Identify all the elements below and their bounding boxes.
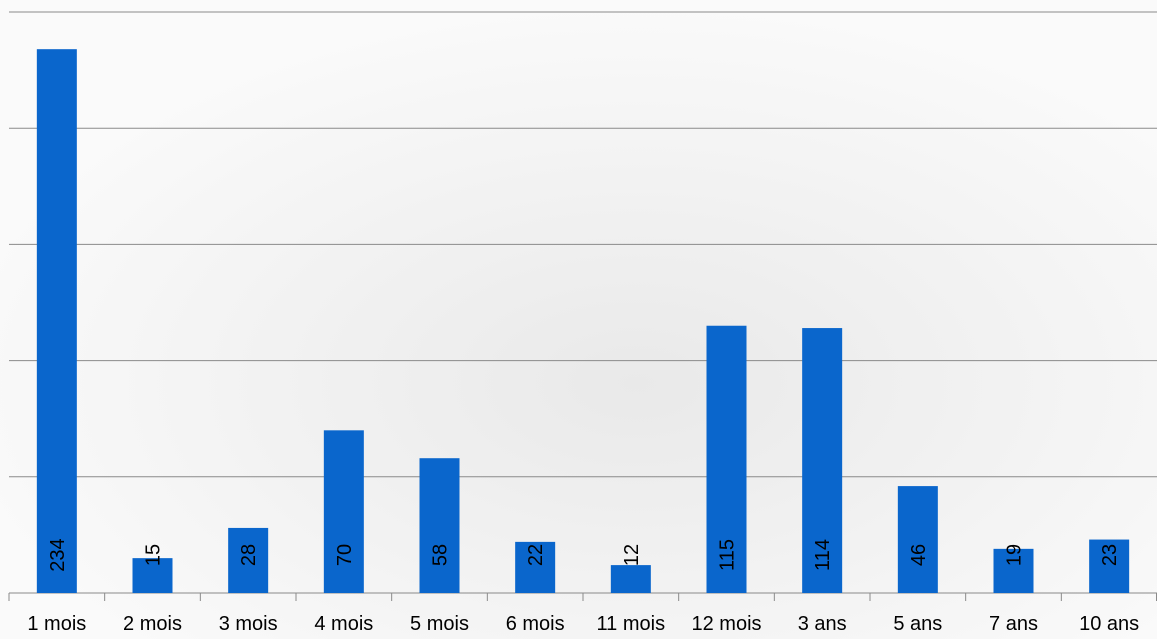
x-tick-label: 2 mois [123,613,182,635]
data-label: 46 [908,544,930,566]
bar [706,325,747,593]
data-label: 19 [1004,544,1026,566]
bar [993,548,1034,593]
x-tick-label: 5 ans [893,613,942,635]
bar [897,486,938,593]
data-label: 15 [143,544,165,566]
bar [132,558,173,593]
x-tick-label: 5 mois [410,613,469,635]
x-tick-label: 7 ans [989,613,1038,635]
bar [515,541,556,593]
bar [419,458,460,593]
bar [36,49,77,593]
x-tick-label: 1 mois [27,613,86,635]
bar [1089,539,1130,593]
x-tick-label: 10 ans [1079,613,1139,635]
x-tick-label: 6 mois [506,613,565,635]
data-label: 234 [47,538,69,571]
data-label: 115 [717,539,739,571]
x-tick-label: 4 mois [314,613,373,635]
bar [610,565,651,593]
data-label: 23 [1099,544,1121,566]
data-label: 58 [430,544,452,566]
x-tick-label: 3 mois [219,613,278,635]
x-tick-label: 3 ans [798,613,847,635]
bar [228,527,269,593]
data-label: 70 [334,544,356,566]
x-tick-label: 11 mois [597,613,666,635]
data-label: 114 [812,539,834,571]
x-tick-label: 12 mois [691,613,761,635]
bar [323,430,364,593]
data-label: 28 [238,544,260,566]
data-label: 22 [525,544,547,566]
data-label: 12 [621,544,643,566]
bar [802,328,843,593]
plot-area: 1 mois 234 2 mois 15 3 mois 28 4 mois 70 5 mois 5… [8,11,1157,635]
